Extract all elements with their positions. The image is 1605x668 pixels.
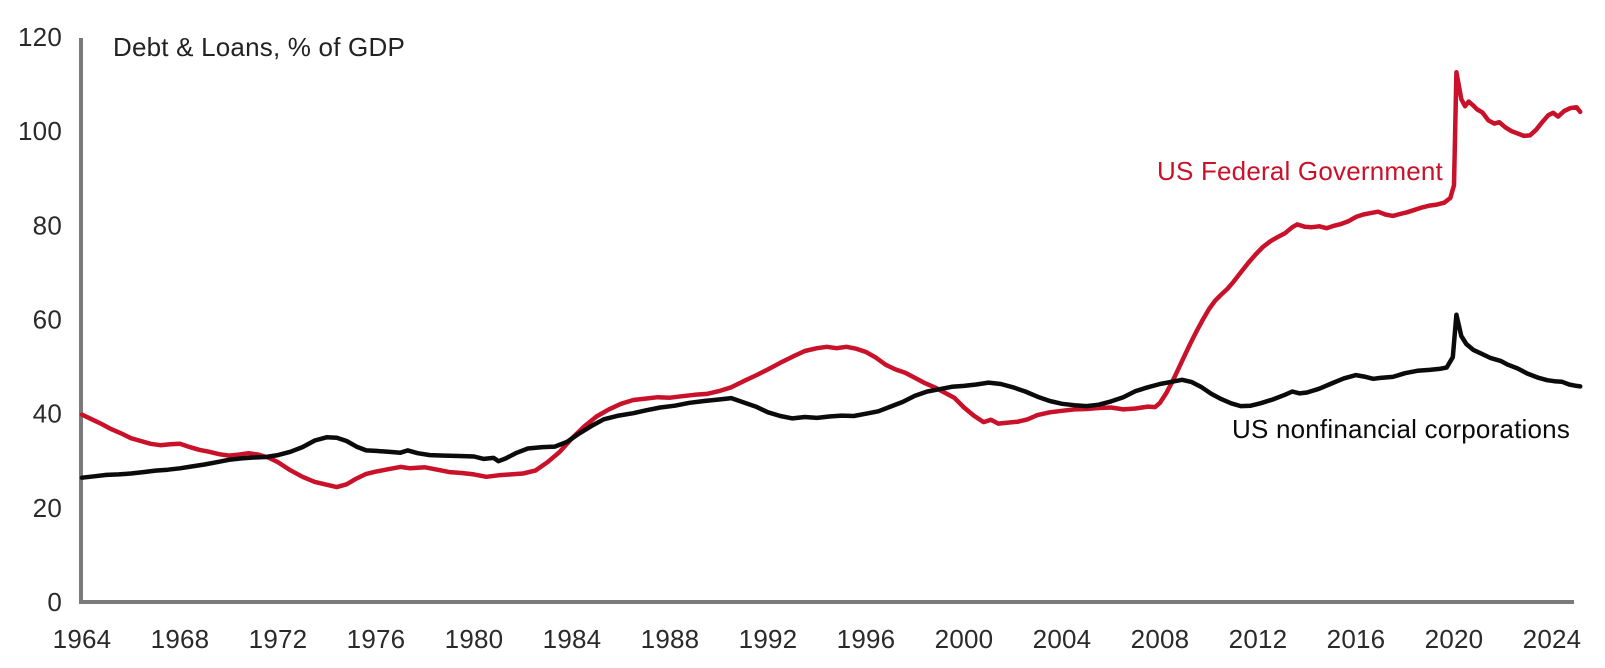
x-tick-label-1976: 1976: [347, 624, 406, 654]
x-tick-label-1964: 1964: [53, 624, 112, 654]
y-axis-tick-labels: 0 20 40 60 80 100 120: [18, 22, 62, 617]
x-tick-label-1980: 1980: [445, 624, 504, 654]
x-tick-label-2024: 2024: [1523, 624, 1582, 654]
series-line-us-federal-government: [79, 70, 1583, 490]
y-tick-label-100: 100: [18, 116, 62, 146]
x-tick-label-1996: 1996: [837, 624, 896, 654]
x-tick-label-1992: 1992: [739, 624, 798, 654]
x-tick-label-1968: 1968: [151, 624, 210, 654]
y-tick-label-20: 20: [33, 493, 62, 523]
y-tick-label-0: 0: [47, 587, 62, 617]
y-tick-label-80: 80: [33, 210, 62, 240]
y-tick-label-60: 60: [33, 305, 62, 335]
y-tick-label-40: 40: [33, 399, 62, 429]
series-label-us-nonfinancial-corporations: US nonfinancial corporations: [1232, 414, 1570, 444]
series-lines: [79, 70, 1583, 490]
x-tick-label-1984: 1984: [543, 624, 602, 654]
x-axis-tick-labels: 1964 1968 1972 1976 1980 1984 1988 1992 1996 2000…: [53, 624, 1582, 654]
x-tick-label-2000: 2000: [935, 624, 994, 654]
x-tick-label-2016: 2016: [1327, 624, 1386, 654]
series-line-us-nonfinancial-corporations: [79, 312, 1583, 480]
x-tick-label-2008: 2008: [1131, 624, 1190, 654]
x-tick-label-1972: 1972: [249, 624, 308, 654]
x-tick-label-2020: 2020: [1425, 624, 1484, 654]
series-label-us-federal-government: US Federal Government: [1157, 156, 1444, 186]
series-labels: US Federal Government US nonfinancial cor…: [1157, 156, 1570, 444]
x-tick-label-2012: 2012: [1229, 624, 1288, 654]
y-tick-label-120: 120: [18, 22, 62, 52]
x-tick-label-2004: 2004: [1033, 624, 1092, 654]
chart-title: Debt & Loans, % of GDP: [113, 32, 405, 62]
x-tick-label-1988: 1988: [641, 624, 700, 654]
